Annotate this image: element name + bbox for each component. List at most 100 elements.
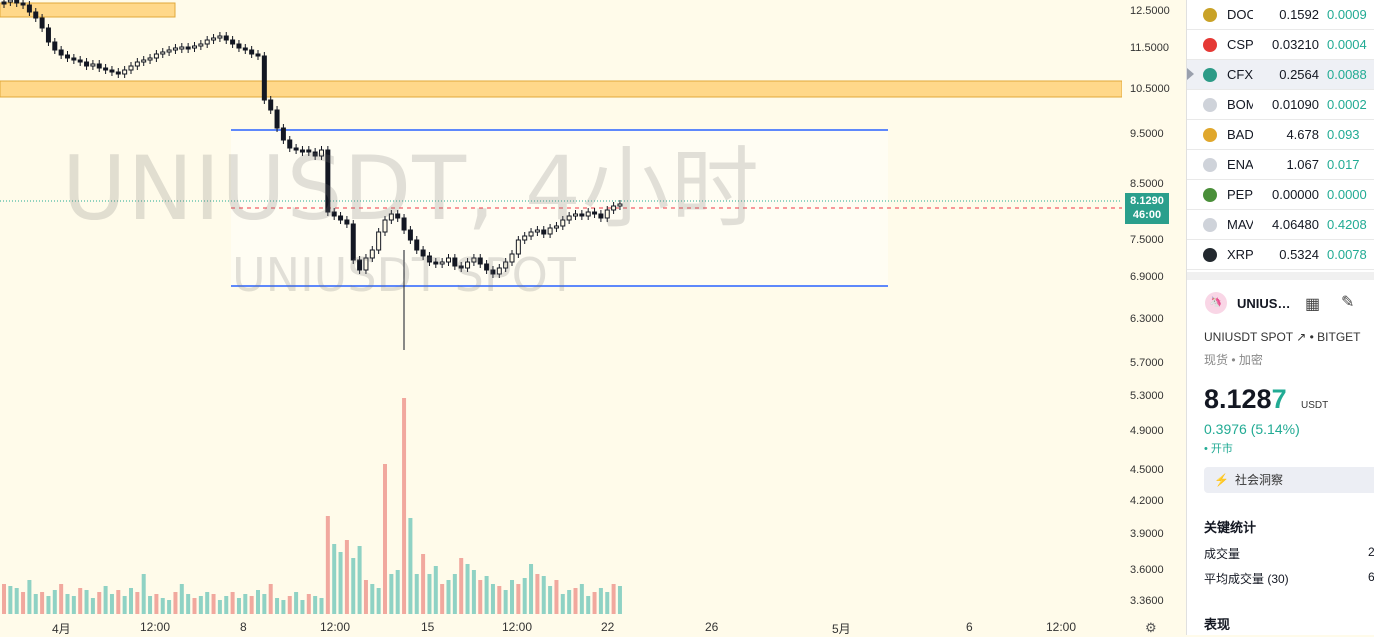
candle-body xyxy=(280,127,286,141)
watchlist-last: 1.067 xyxy=(1286,157,1319,172)
volume-bar xyxy=(21,592,26,614)
social-insights-button[interactable]: ⚡ 社会洞察 xyxy=(1204,467,1374,493)
candle-body xyxy=(71,57,77,61)
watchlist-change: 0.0000 xyxy=(1327,187,1367,202)
watchlist-divider xyxy=(1187,209,1374,210)
candle-body xyxy=(401,217,407,231)
watchlist-change: 0.0004 xyxy=(1327,37,1367,52)
mav-coin-icon xyxy=(1203,218,1217,232)
candle-body xyxy=(141,59,147,63)
candle-body xyxy=(414,239,420,251)
edit-icon[interactable]: ✎ xyxy=(1341,294,1355,311)
volume-bar xyxy=(40,592,45,614)
volume-bar xyxy=(395,570,400,614)
watchlist-change: 0.0078 xyxy=(1327,247,1367,262)
volume-bar xyxy=(535,574,540,614)
volume-bar xyxy=(497,586,502,614)
price-tick: 8.5000 xyxy=(1130,178,1164,190)
price-tick: 11.5000 xyxy=(1130,42,1169,54)
candle-body xyxy=(617,203,623,207)
market-status: • 开市 xyxy=(1204,443,1233,455)
candle-body xyxy=(585,211,591,217)
candle-body xyxy=(134,61,140,67)
grid-icon[interactable]: ▦ xyxy=(1305,296,1321,313)
volume-bar xyxy=(230,592,235,614)
resistance-zone-top xyxy=(0,2,176,18)
volume-bar xyxy=(249,596,254,614)
watchlist-row-cfx[interactable]: CFX 0.2564 0.0088 xyxy=(1187,60,1374,90)
watchlist-last: 4.06480 xyxy=(1272,217,1319,232)
chart-settings-icon[interactable]: ⚙ xyxy=(1145,620,1157,635)
watchlist-row-doc[interactable]: DOC 0.1592 0.0009 xyxy=(1187,0,1374,30)
volume-bar xyxy=(465,564,470,614)
symbol-subtitle[interactable]: UNIUSDT SPOT ↗ • BITGET xyxy=(1204,330,1361,344)
watchlist-change: 0.017 xyxy=(1327,157,1360,172)
panel-divider xyxy=(1187,272,1374,280)
time-tick: 5月 xyxy=(832,622,851,636)
avg-volume-label: 平均成交量 (30) xyxy=(1204,572,1289,586)
candle-body xyxy=(547,227,553,235)
candle-body xyxy=(407,229,413,241)
volume-bar xyxy=(268,584,273,614)
candle-body xyxy=(458,265,464,269)
volume-bar xyxy=(109,594,114,614)
volume-bar xyxy=(287,596,292,614)
flag-icon[interactable] xyxy=(1187,68,1194,80)
candle-body xyxy=(103,67,109,71)
candle-body xyxy=(33,11,39,19)
performance-heading: 表现 xyxy=(1204,617,1231,632)
candle-body xyxy=(230,39,236,45)
candle-body xyxy=(376,231,382,251)
volume-bar xyxy=(478,580,483,614)
watchlist-row-bad[interactable]: BAD 4.678 0.093 xyxy=(1187,120,1374,150)
xrp-coin-icon xyxy=(1203,248,1217,262)
candle-body xyxy=(350,223,356,261)
watchlist-row-bom[interactable]: BOM 0.01090 0.0002 xyxy=(1187,90,1374,120)
candle-body xyxy=(14,0,20,4)
chart-area[interactable]: UNIUSDT, 4小时 UNIUSDT SPOT 12.5000 11.5000… xyxy=(0,0,1183,636)
candle-body xyxy=(344,219,350,225)
volume-bar xyxy=(452,574,457,614)
symbol-title[interactable]: UNIUS… xyxy=(1237,296,1291,311)
volume-bar xyxy=(211,594,216,614)
watchlist-change: 0.0088 xyxy=(1327,67,1367,82)
candle-body xyxy=(598,213,604,219)
volume-bar xyxy=(262,594,267,614)
volume-bar xyxy=(560,594,565,614)
volume-bar xyxy=(103,586,108,614)
watchlist-divider xyxy=(1187,239,1374,240)
watchlist-last: 0.00000 xyxy=(1272,187,1319,202)
watchlist-row-ena[interactable]: ENA 1.067 0.017 xyxy=(1187,150,1374,180)
candle-body xyxy=(204,39,210,45)
volume-bar xyxy=(313,596,318,614)
price-axis[interactable]: 12.5000 11.5000 10.5000 9.5000 8.5000 7.5000 6… xyxy=(1122,0,1183,635)
volume-bar xyxy=(141,574,146,614)
watchlist-symbol: PEP xyxy=(1227,187,1253,202)
price-tick: 5.3000 xyxy=(1130,390,1164,402)
price-tick: 6.3000 xyxy=(1130,313,1164,325)
candle-body xyxy=(242,47,248,51)
volume-bar xyxy=(389,574,394,614)
volume-bar xyxy=(217,600,222,614)
volume-bar xyxy=(2,584,6,614)
candle-body xyxy=(147,57,153,61)
volume-bar xyxy=(351,558,356,614)
candle-body xyxy=(395,213,401,219)
chart-canvas[interactable] xyxy=(0,0,1122,635)
watchlist-row-csp[interactable]: CSP 0.03210 0.0004 xyxy=(1187,30,1374,60)
candle-body xyxy=(1,1,7,5)
candle-body xyxy=(217,35,223,39)
watchlist-row-xrp[interactable]: XRP 0.5324 0.0078 xyxy=(1187,240,1374,270)
watchlist-row-mav[interactable]: MAV 4.06480 0.4208 xyxy=(1187,210,1374,240)
volume-bar xyxy=(116,590,121,614)
volume-bar xyxy=(300,600,305,614)
candle-body xyxy=(388,213,394,221)
watchlist-symbol: CFX xyxy=(1227,67,1253,82)
candle-body xyxy=(287,139,293,149)
right-panel: DOC 0.1592 0.0009 CSP 0.03210 0.0004 CFX 0.2564… xyxy=(1186,0,1374,635)
volume-bar xyxy=(567,590,572,614)
candle-body xyxy=(579,213,585,217)
volume-bar xyxy=(319,598,324,614)
watchlist-row-pep[interactable]: PEP 0.00000 0.0000 xyxy=(1187,180,1374,210)
candle-body xyxy=(439,261,445,265)
